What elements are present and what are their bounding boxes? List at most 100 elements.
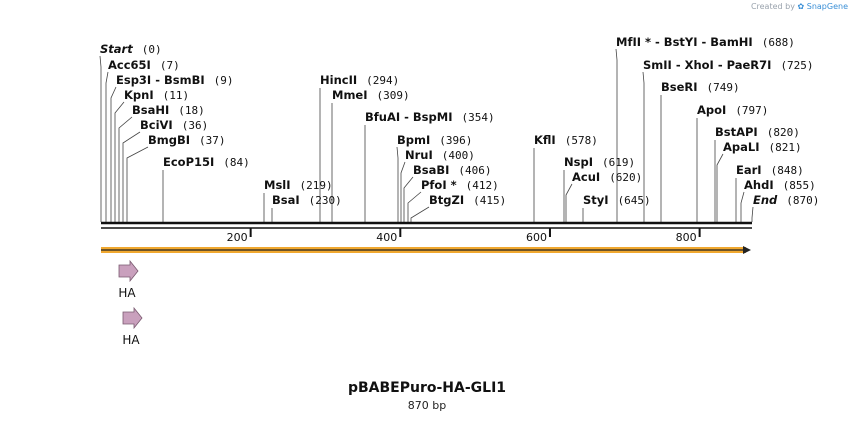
site-name[interactable]: End	[753, 193, 778, 207]
site-name[interactable]: NruI	[405, 148, 433, 162]
site-position: (749)	[707, 81, 740, 94]
site-position: (84)	[223, 156, 250, 169]
site-connector	[642, 71, 645, 222]
site-connector	[751, 206, 754, 222]
feature-track: HA HA	[118, 259, 143, 347]
site-position: (848)	[771, 164, 804, 177]
site-name[interactable]: BsaHI	[132, 103, 169, 117]
site-name[interactable]: PfoI *	[421, 178, 457, 192]
site-position: (821)	[769, 141, 802, 154]
site-name[interactable]: Acc65I	[108, 58, 151, 72]
site-name[interactable]: BmgBI	[148, 133, 190, 147]
site-position: (412)	[466, 179, 499, 192]
site-name[interactable]: ApaLI	[723, 140, 760, 154]
site-name[interactable]: MmeI	[332, 88, 368, 102]
credit-prefix: Created by	[750, 2, 795, 11]
site-name[interactable]: ApoI	[697, 103, 726, 117]
site-name[interactable]: BsaBI	[413, 163, 449, 177]
site-connector	[740, 191, 745, 222]
site-position: (870)	[786, 194, 819, 207]
site-name[interactable]: KpnI	[124, 88, 154, 102]
site-name[interactable]: EcoP15I	[163, 155, 214, 169]
site-name[interactable]: StyI	[583, 193, 609, 207]
site-name[interactable]: BsaI	[272, 193, 300, 207]
site-name[interactable]: MfII * - BstYI - BamHI	[616, 35, 753, 49]
site-name[interactable]: BpmI	[397, 133, 430, 147]
site-position: (230)	[309, 194, 342, 207]
ruler-tick-label: 400	[376, 231, 397, 244]
site-connector	[565, 183, 573, 222]
credit-brand: SnapGene	[806, 2, 848, 11]
snapgene-logo-icon: ✿	[797, 2, 805, 11]
feature-label: HA	[118, 286, 136, 300]
map-subtitle: 870 bp	[407, 399, 447, 412]
ha-feature-arrow-icon[interactable]	[118, 259, 139, 283]
site-name[interactable]: BstAPI	[715, 125, 758, 139]
site-position: (37)	[199, 134, 226, 147]
dna-backbone	[101, 221, 752, 229]
site-position: (645)	[618, 194, 651, 207]
ruler-tick-label: 800	[676, 231, 697, 244]
site-name[interactable]: BseRI	[661, 80, 698, 94]
site-position: (0)	[142, 43, 162, 56]
ruler-tick-label: 200	[227, 231, 248, 244]
site-connector	[403, 176, 414, 222]
site-position: (219)	[300, 179, 333, 192]
site-position: (9)	[214, 74, 234, 87]
site-position: (855)	[783, 179, 816, 192]
orf-track	[101, 246, 751, 254]
snapgene-credit: Created by ✿ SnapGene	[751, 2, 848, 11]
site-position: (620)	[609, 171, 642, 184]
site-name[interactable]: Esp3I - BsmBI	[116, 73, 205, 87]
site-position: (619)	[602, 156, 635, 169]
site-labels: Start (0) Acc65I (7)Esp3I - BsmBI (9) KpnI (11…	[100, 35, 819, 207]
site-position: (396)	[439, 134, 472, 147]
site-name[interactable]: BtgZI	[429, 193, 464, 207]
site-name[interactable]: HincII	[320, 73, 357, 87]
site-name[interactable]: BciVI	[140, 118, 173, 132]
site-position: (400)	[442, 149, 475, 162]
site-connector	[114, 101, 125, 222]
site-connector	[615, 48, 618, 222]
site-name[interactable]: AhdI	[744, 178, 774, 192]
site-connector	[410, 206, 430, 222]
feature-label: HA	[122, 333, 140, 347]
site-position: (578)	[565, 134, 598, 147]
site-name[interactable]: EarI	[736, 163, 762, 177]
site-position: (797)	[735, 104, 768, 117]
site-connector	[110, 86, 117, 222]
site-position: (309)	[377, 89, 410, 102]
site-connectors	[99, 48, 754, 222]
site-name[interactable]: NspI	[564, 155, 593, 169]
site-position: (11)	[163, 89, 190, 102]
orf-arrowhead-icon	[743, 246, 751, 254]
map-title: pBABEPuro-HA-GLI1	[347, 380, 507, 396]
site-connector	[396, 146, 399, 222]
site-connector	[122, 131, 141, 222]
site-name[interactable]: KflI	[534, 133, 556, 147]
ruler: 200 400 600 800	[227, 228, 701, 244]
site-name[interactable]: BfuAI - BspMI	[365, 110, 452, 124]
site-name[interactable]: MslI	[264, 178, 291, 192]
site-name[interactable]: SmII - XhoI - PaeR7I	[643, 58, 771, 72]
ruler-tick-label: 600	[526, 231, 547, 244]
site-connector	[126, 146, 149, 222]
ha-feature-arrow-icon[interactable]	[122, 306, 143, 330]
site-position: (354)	[461, 111, 494, 124]
site-position: (415)	[473, 194, 506, 207]
site-connector	[105, 71, 109, 222]
site-position: (7)	[160, 59, 180, 72]
site-connector	[400, 161, 406, 222]
site-connector	[407, 191, 422, 222]
site-position: (820)	[767, 126, 800, 139]
site-connector	[99, 55, 102, 222]
site-position: (18)	[178, 104, 205, 117]
site-position: (36)	[182, 119, 209, 132]
site-connector	[118, 116, 133, 222]
site-name[interactable]: Start	[100, 42, 133, 56]
site-position: (294)	[366, 74, 399, 87]
site-position: (406)	[458, 164, 491, 177]
site-position: (725)	[780, 59, 813, 72]
site-name[interactable]: AcuI	[572, 170, 600, 184]
